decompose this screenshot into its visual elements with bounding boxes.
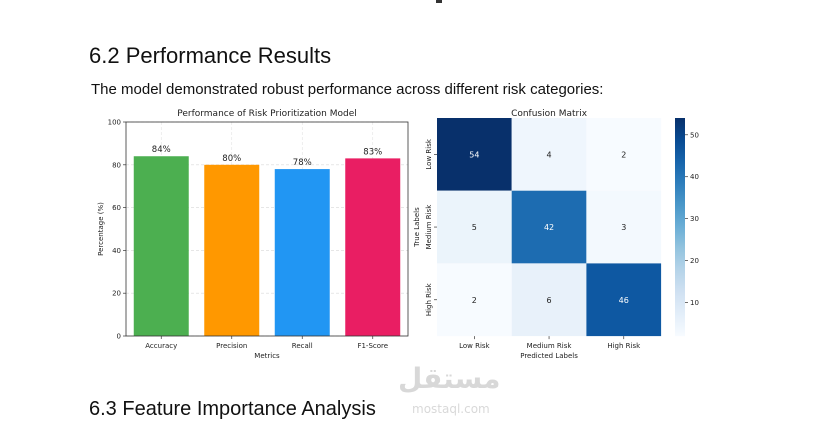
bar-y-tick-label: 60 — [112, 204, 121, 212]
cm-colorbar-tick-label: 10 — [690, 299, 699, 307]
cm-x-tick-label: Low Risk — [459, 342, 490, 350]
cm-colorbar-tick-label: 40 — [690, 173, 699, 181]
cm-cell-value: 54 — [469, 150, 479, 159]
cm-cell-value: 4 — [547, 150, 552, 159]
watermark-logo: مستقل mostaql.com — [398, 362, 500, 420]
cm-y-axis-label: True Labels — [413, 207, 421, 248]
cm-y-tick-label: Medium Risk — [425, 204, 433, 250]
bar-y-tick-label: 20 — [112, 290, 121, 298]
cm-cell — [511, 263, 587, 337]
cm-y-tick-label: Low Risk — [425, 138, 433, 169]
bar-data-label: 84% — [152, 145, 171, 155]
bar-recall — [274, 169, 330, 336]
intro-paragraph: The model demonstrated robust performanc… — [91, 81, 604, 98]
bar-chart-title: Performance of Risk Prioritization Model — [177, 109, 357, 119]
cm-cell — [586, 190, 662, 264]
cm-cell — [511, 190, 587, 264]
bar-data-label: 83% — [363, 147, 382, 157]
cm-x-tick-label: High Risk — [607, 342, 641, 350]
cm-cell-value: 2 — [621, 150, 626, 159]
bar-y-tick-label: 80 — [112, 161, 121, 169]
bar-plot-frame — [125, 121, 409, 337]
bar-precision — [204, 164, 260, 336]
cm-cell-value: 6 — [547, 296, 552, 305]
watermark-main-text: مستقل — [398, 362, 501, 395]
cm-cell-value: 42 — [544, 223, 554, 232]
section-heading-feature-importance: 6.3 Feature Importance Analysis — [89, 398, 376, 420]
cm-title: Confusion Matrix — [511, 109, 588, 119]
bar-x-tick-label: Recall — [292, 342, 313, 350]
bar-accuracy — [133, 156, 189, 336]
cm-colorbar-tick-label: 20 — [690, 257, 699, 265]
cm-cell — [437, 118, 512, 191]
cm-cell — [511, 118, 587, 191]
bar-x-tick-label: Accuracy — [145, 342, 177, 350]
bar-data-label: 80% — [222, 154, 241, 164]
cm-colorbar-tick-label: 30 — [690, 215, 699, 223]
bar-y-tick-label: 40 — [112, 247, 121, 255]
cm-cell-value: 5 — [472, 223, 477, 232]
watermark-sub-text: mostaql.com — [412, 402, 490, 416]
cm-cell-value: 46 — [619, 296, 629, 305]
bar-y-tick-label: 100 — [108, 119, 121, 127]
cm-cell — [437, 190, 512, 264]
bar-data-label: 78% — [293, 158, 312, 168]
page-top-text-fragment — [436, 0, 442, 3]
bar-f1-score — [345, 158, 401, 336]
bar-x-tick-label: F1-Score — [357, 342, 388, 350]
cm-y-tick-label: High Risk — [425, 282, 433, 316]
bar-x-axis-label: Metrics — [254, 352, 280, 360]
cm-x-tick-label: Medium Risk — [527, 342, 573, 350]
cm-colorbar-tick-label: 50 — [690, 131, 699, 139]
cm-cell — [586, 263, 662, 337]
cm-x-axis-label: Predicted Labels — [520, 352, 578, 360]
cm-cell-value: 3 — [621, 223, 626, 232]
bar-y-axis-label: Percentage (%) — [97, 202, 105, 256]
cm-cell — [437, 263, 512, 337]
cm-colorbar — [675, 118, 685, 337]
bar-x-tick-label: Precision — [216, 342, 247, 350]
bar-y-tick-label: 0 — [117, 333, 121, 341]
section-heading-performance-results: 6.2 Performance Results — [89, 43, 332, 68]
cm-cell — [586, 118, 662, 191]
performance-bar-chart: Performance of Risk Prioritization Model… — [97, 109, 409, 360]
cm-cell-value: 2 — [472, 296, 477, 305]
